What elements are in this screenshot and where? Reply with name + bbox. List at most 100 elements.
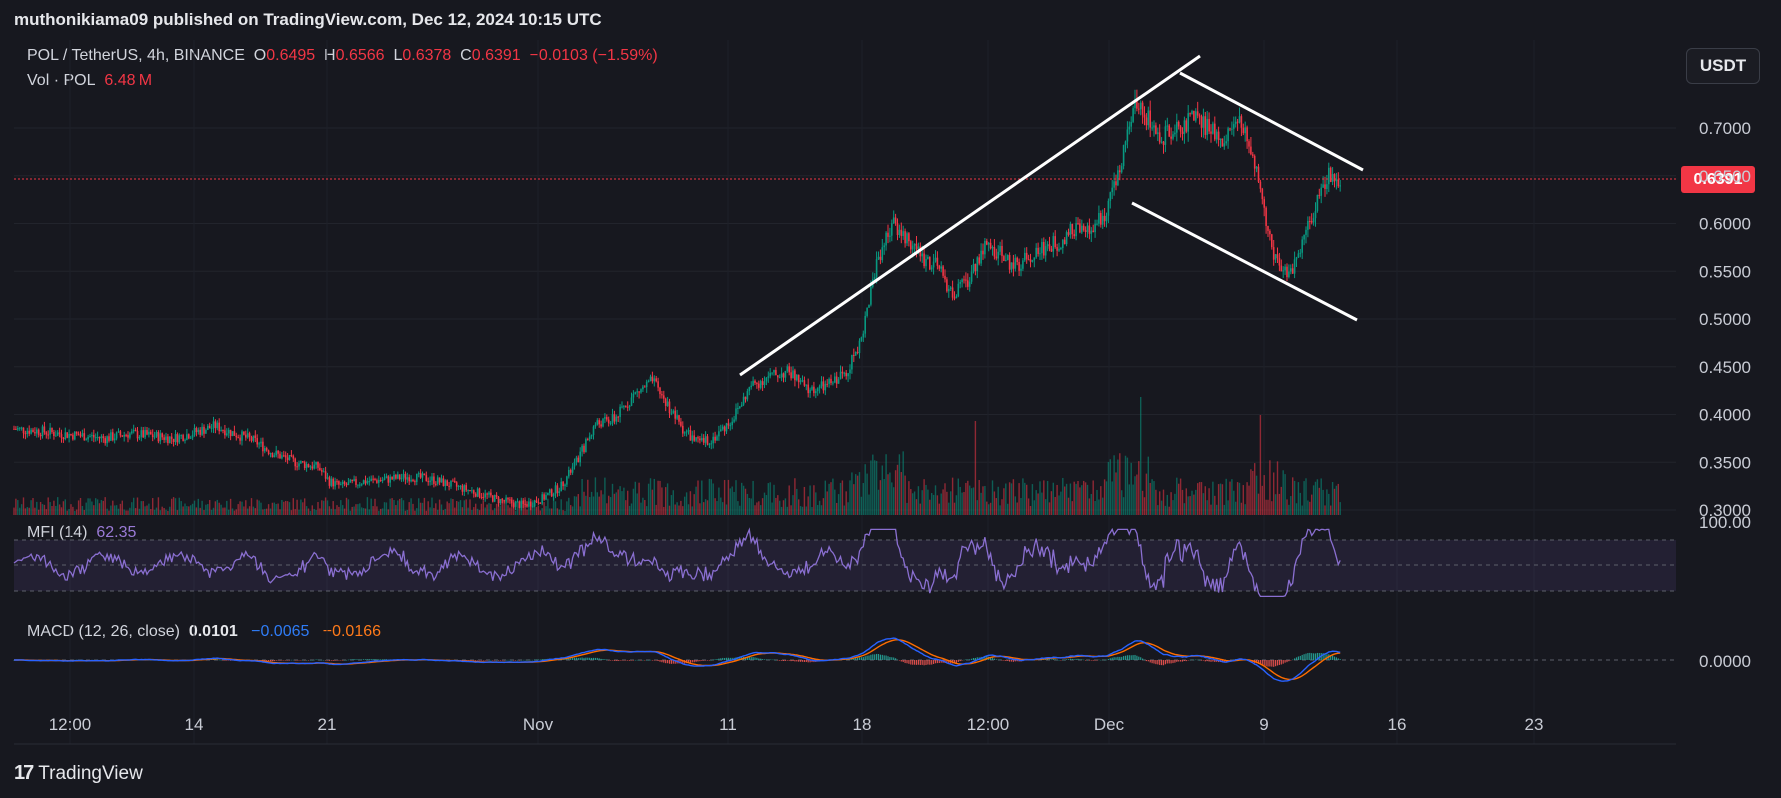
candle-body (305, 464, 308, 469)
macd-histogram-bar (1210, 660, 1212, 662)
candle-body (110, 432, 112, 441)
volume-bar (1039, 481, 1041, 515)
candle-body (615, 416, 618, 422)
candle-body (803, 380, 806, 386)
candle-body (765, 377, 768, 382)
volume-bar (1335, 485, 1338, 515)
volume-bar (1178, 483, 1180, 515)
candle-body (267, 450, 270, 454)
macd-histogram-bar (298, 660, 300, 661)
macd-histogram-bar (541, 659, 543, 660)
macd-histogram-bar (919, 660, 921, 665)
candle-body (252, 435, 255, 441)
candle-body (322, 471, 325, 473)
candle-body (1284, 266, 1286, 271)
symbol-label[interactable]: POL / TetherUS, 4h, BINANCE (27, 47, 245, 64)
macd-histogram-bar (1149, 660, 1151, 663)
price-tick-label: 0.5500 (1699, 262, 1751, 281)
macd-histogram-bar (1098, 659, 1100, 661)
candle-body (351, 479, 353, 482)
volume-bar (482, 500, 484, 515)
volume-bar (62, 501, 65, 515)
volume-bar (1048, 502, 1051, 515)
candle-body (421, 473, 424, 478)
macd-histogram-bar (1282, 660, 1284, 664)
volume-bar (203, 510, 205, 515)
volume-bar (408, 502, 410, 515)
currency-button[interactable]: USDT (1686, 48, 1760, 84)
candle-body (638, 391, 640, 393)
candle-body (1265, 207, 1267, 226)
volume-bar (995, 498, 997, 515)
candle-body (379, 479, 382, 481)
candle-body (815, 391, 817, 394)
candle-body (72, 434, 74, 440)
volume-bar (908, 481, 910, 515)
volume-bar (231, 508, 234, 515)
volume-bar (1225, 478, 1227, 515)
candle-body (509, 499, 511, 501)
macd-histogram-bar (469, 660, 471, 661)
candle-body (435, 483, 437, 485)
candle-body (949, 287, 952, 289)
candle-body (313, 464, 315, 469)
candle-body (1286, 266, 1288, 278)
candle-body (714, 436, 716, 441)
volume-bar (959, 486, 961, 515)
macd-histogram-bar (640, 660, 642, 661)
candle-body (1316, 194, 1319, 211)
macd-histogram-bar (1048, 659, 1051, 660)
macd-histogram-bar (811, 660, 813, 663)
volume-bar (323, 500, 325, 515)
macd-label[interactable]: MACD (12, 26, close) (27, 623, 180, 640)
volume-bar (756, 502, 758, 515)
volume-bar (1292, 477, 1294, 515)
macd-histogram-bar (972, 657, 975, 660)
macd-histogram-bar (632, 660, 634, 661)
macd-histogram-bar (1166, 660, 1168, 664)
volume-bar (893, 487, 895, 515)
candle-body (398, 474, 401, 480)
macd-histogram-bar (653, 660, 655, 661)
volume-bar (769, 482, 771, 515)
mfi-label[interactable]: MFI (14) (27, 524, 88, 541)
candle-body (569, 469, 572, 473)
candle-body (1043, 242, 1045, 256)
volume-bar (20, 504, 23, 515)
macd-histogram-bar (600, 658, 602, 660)
macd-histogram-bar (566, 658, 568, 660)
candle-body (1122, 145, 1125, 167)
volume-bar (917, 486, 920, 515)
volume-bar (119, 503, 122, 515)
volume-bar (978, 480, 980, 515)
candle-body (607, 419, 610, 424)
candle-body (446, 480, 448, 486)
candle-body (588, 436, 591, 440)
candle-body (199, 429, 201, 435)
macd-histogram-bar (853, 658, 855, 660)
tradingview-logo[interactable]: 17 TradingView (14, 762, 143, 785)
candle-body (55, 435, 57, 437)
macd-histogram-bar (693, 660, 695, 663)
volume-bar (748, 497, 750, 515)
macd-histogram-bar (731, 657, 733, 660)
macd-histogram-bar (1056, 659, 1058, 661)
volume-bar (1246, 482, 1248, 515)
candle-body (963, 279, 965, 281)
volume-bar (767, 483, 769, 515)
volume-bar (963, 492, 965, 515)
volume-bar (349, 510, 351, 515)
volume-bar (1198, 482, 1201, 515)
candle-body (275, 450, 277, 456)
volume-bar (343, 508, 346, 515)
candle-body (448, 485, 450, 487)
candle-body (286, 457, 289, 461)
volume-bar (1054, 496, 1056, 515)
volume-bar (222, 507, 224, 515)
macd-histogram-bar (326, 660, 329, 661)
macd-histogram-bar (1005, 660, 1007, 661)
volume-bar (1147, 456, 1149, 515)
channel-lower-line (1131, 201, 1358, 322)
volume-label[interactable]: Vol · POL (27, 72, 96, 89)
